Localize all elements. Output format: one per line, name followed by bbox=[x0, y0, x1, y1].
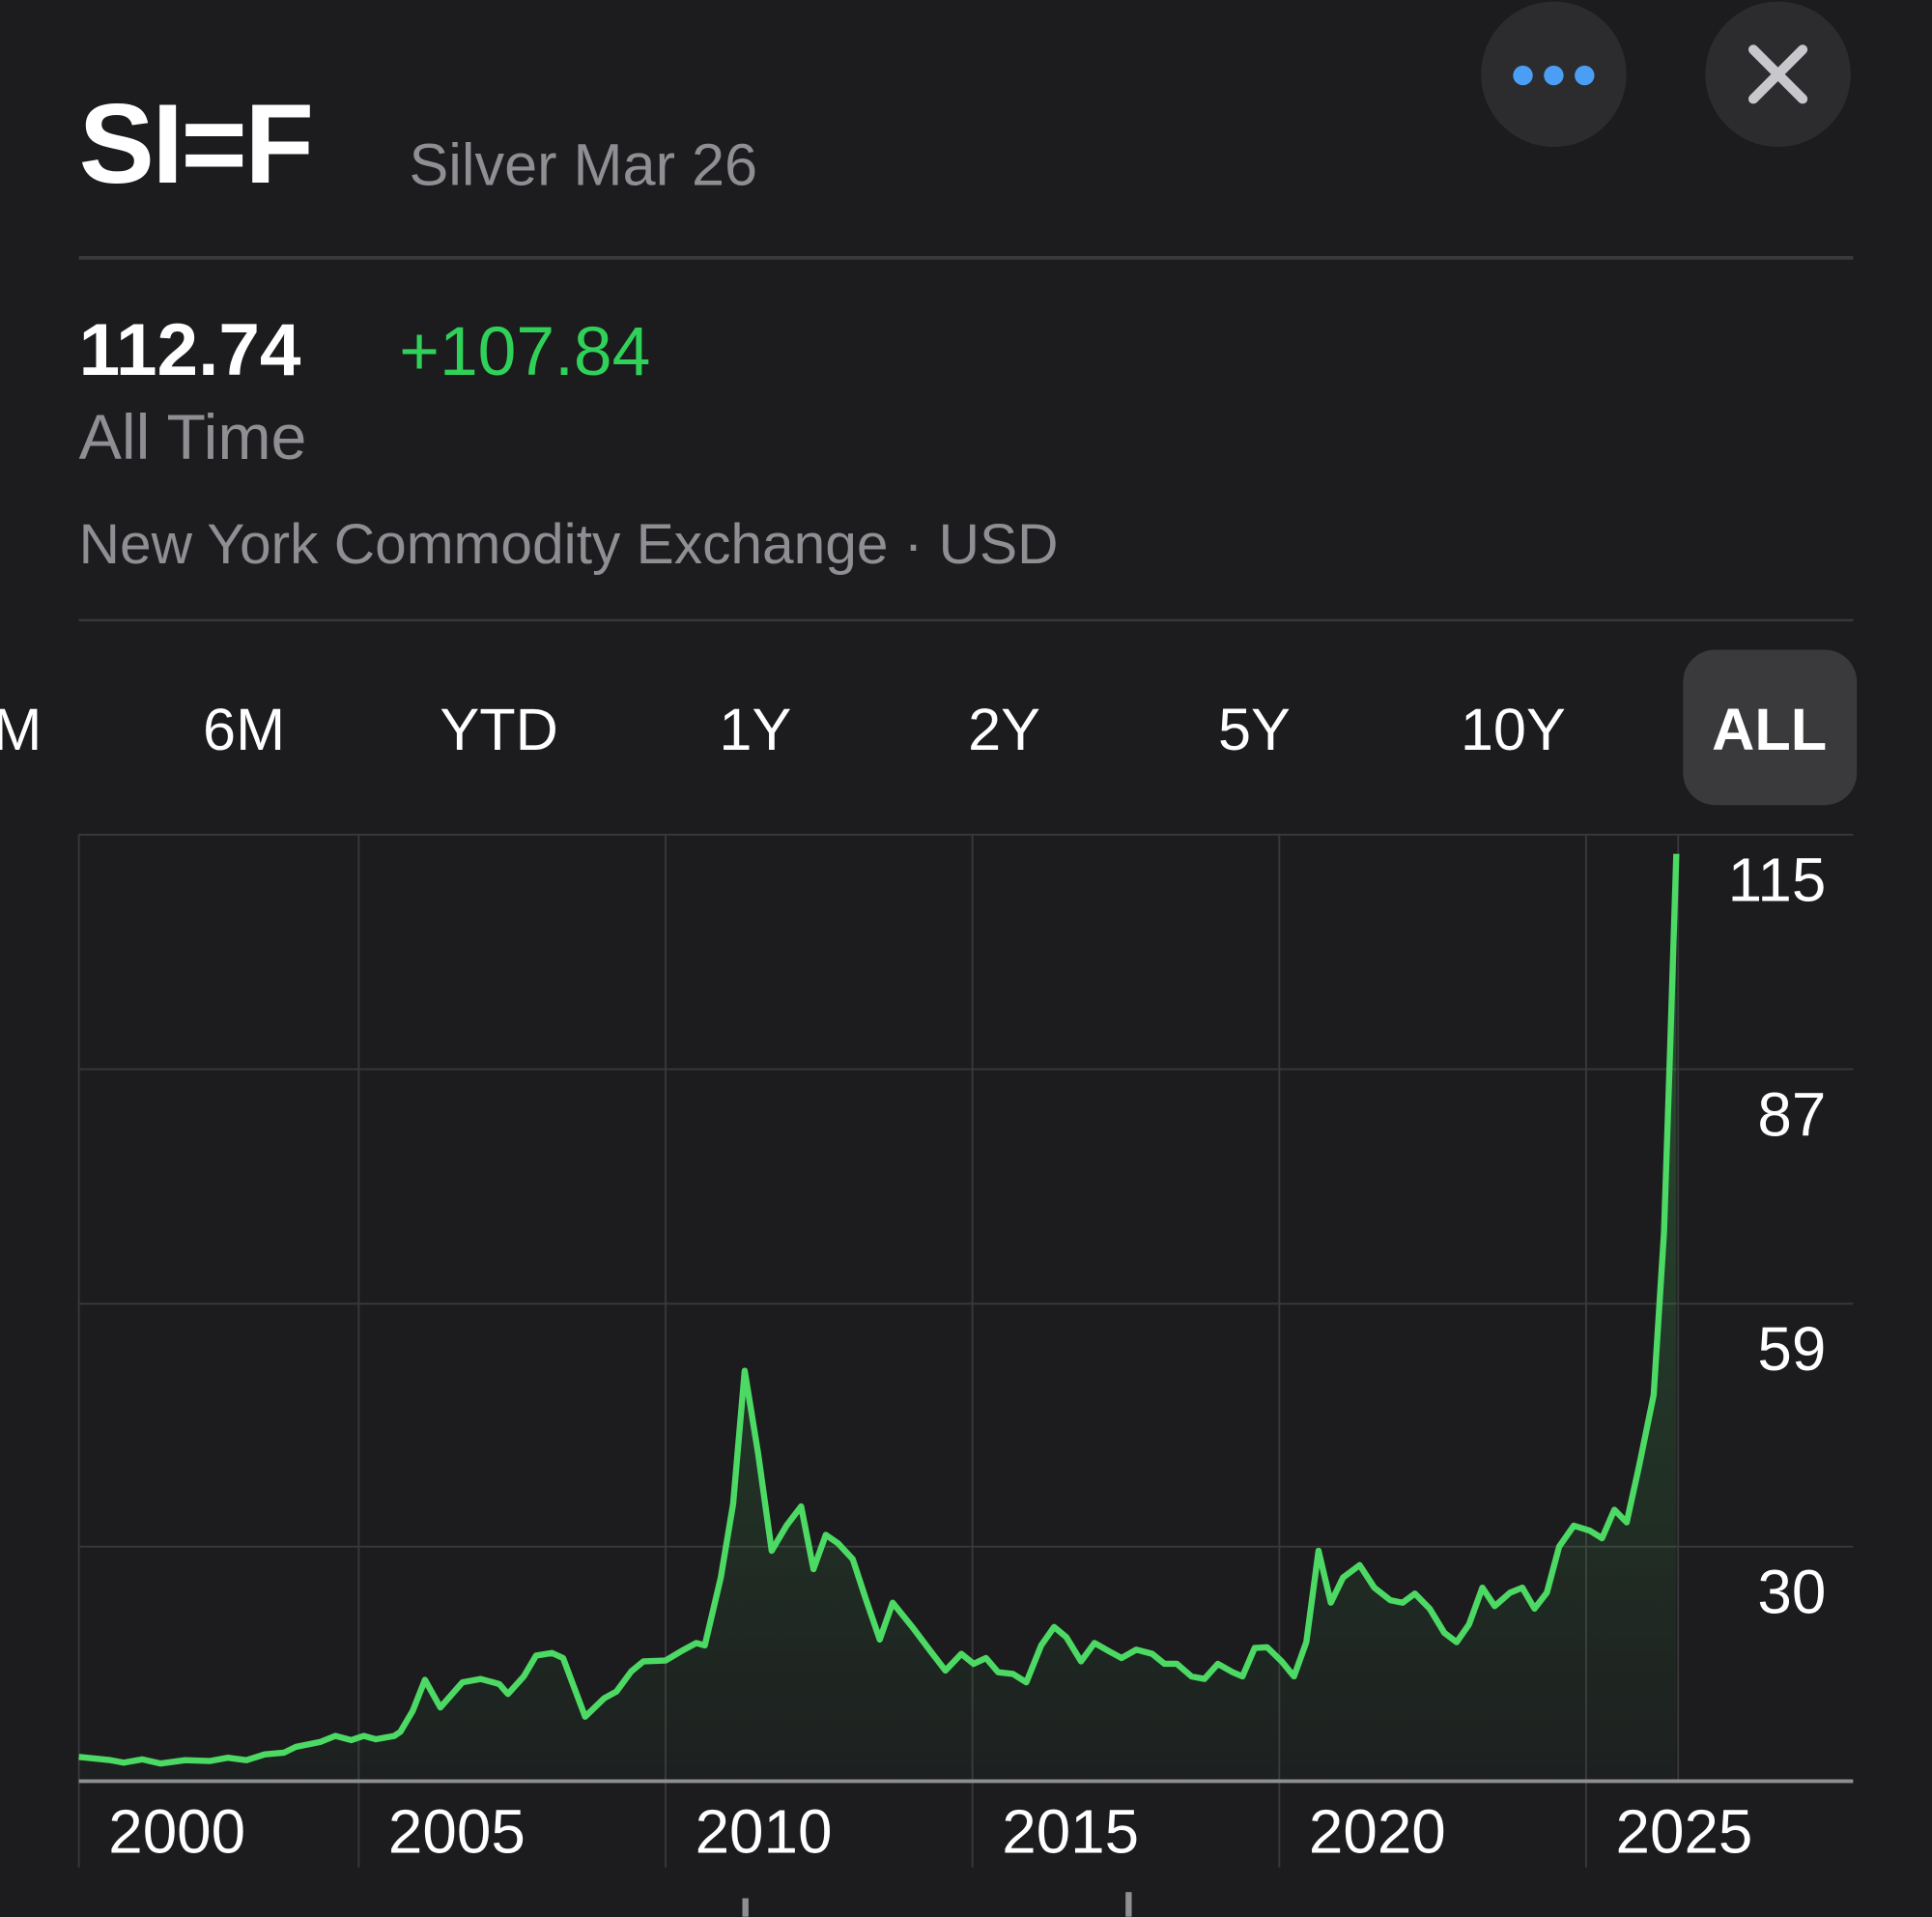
area-fill bbox=[78, 853, 1677, 1782]
dot bbox=[1513, 65, 1533, 86]
change: +107.84 bbox=[399, 313, 650, 390]
range-tab[interactable]: M bbox=[0, 697, 42, 762]
y-tick-label: 87 bbox=[1757, 1079, 1826, 1149]
close-icon bbox=[1747, 44, 1808, 104]
range-tab[interactable]: 2Y bbox=[968, 697, 1040, 762]
range-tab[interactable]: 6M bbox=[203, 697, 285, 762]
period: All Time bbox=[79, 402, 307, 473]
symbol: SI=F bbox=[79, 80, 312, 207]
exchange: New York Commodity Exchange · USD bbox=[79, 513, 1059, 576]
dot bbox=[1575, 65, 1595, 86]
range-tab[interactable]: ALL bbox=[1712, 697, 1827, 762]
y-tick-label: 115 bbox=[1728, 845, 1827, 915]
tab-selected-bg bbox=[1683, 649, 1858, 806]
range-tab[interactable]: 1Y bbox=[719, 697, 791, 762]
instrument-name: Silver Mar 26 bbox=[409, 132, 757, 198]
range-tab[interactable]: YTD bbox=[440, 697, 557, 762]
more-button[interactable] bbox=[1481, 1, 1627, 148]
x-tick-label: 2000 bbox=[108, 1796, 245, 1866]
x-tick-label: 2010 bbox=[696, 1796, 833, 1866]
range-tab[interactable]: 5Y bbox=[1218, 697, 1291, 762]
x-tick-label: 2020 bbox=[1309, 1796, 1446, 1866]
price-line bbox=[78, 853, 1680, 1767]
x-tick-label: 2015 bbox=[1002, 1796, 1139, 1866]
chart: 30 59 87 115 2000 2005 2010 2015 2020 2025 bbox=[77, 833, 1854, 1868]
price: 112.74 bbox=[79, 309, 301, 391]
dot bbox=[1544, 65, 1564, 86]
close-button[interactable] bbox=[1705, 1, 1851, 148]
range-tabs: M 6M YTD 1Y 2Y 5Y 10Y ALL bbox=[0, 649, 1858, 806]
range-tab[interactable]: 10Y bbox=[1461, 697, 1566, 762]
x-tick-label: 2005 bbox=[388, 1796, 526, 1866]
x-tick-label: 2025 bbox=[1616, 1796, 1753, 1866]
y-tick-label: 59 bbox=[1757, 1314, 1826, 1384]
y-tick-label: 30 bbox=[1757, 1558, 1826, 1627]
